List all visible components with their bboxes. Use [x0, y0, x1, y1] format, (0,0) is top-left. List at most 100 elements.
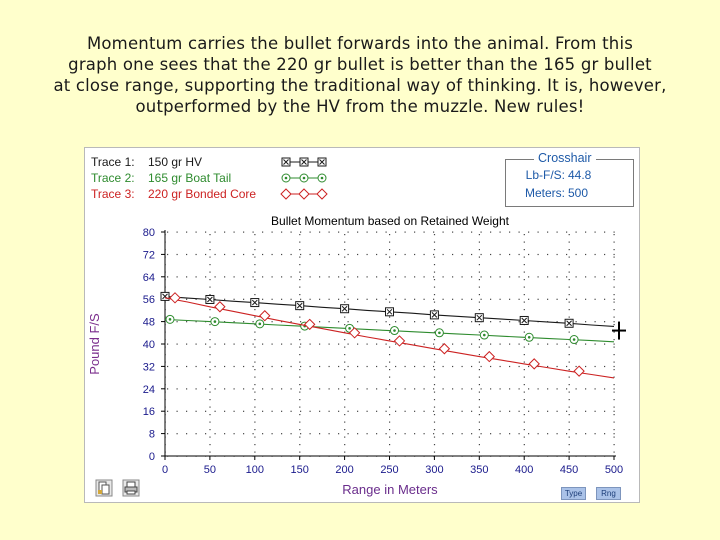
- grid-dot: [523, 286, 525, 288]
- grid-dot: [224, 298, 226, 300]
- grid-dot: [344, 354, 346, 356]
- grid-dot: [214, 231, 216, 233]
- grid-dot: [176, 231, 178, 233]
- grid-dot: [319, 276, 321, 278]
- print-button[interactable]: [122, 479, 140, 497]
- grid-dot: [568, 354, 570, 356]
- y-tick-label: 40: [143, 339, 155, 351]
- grid-dot: [613, 339, 615, 341]
- grid-dot: [568, 369, 570, 371]
- grid-dot: [290, 321, 292, 323]
- grid-dot: [300, 410, 302, 412]
- grid-dot: [271, 276, 273, 278]
- grid-dot: [209, 444, 211, 446]
- grid-dot: [461, 231, 463, 233]
- grid-dot: [309, 433, 311, 435]
- grid-dot: [568, 301, 570, 303]
- grid-dot: [309, 298, 311, 300]
- momentum-chart[interactable]: Bullet Momentum based on Retained Weight…: [85, 148, 639, 502]
- grid-dot: [471, 433, 473, 435]
- grid-dot: [433, 444, 436, 446]
- grid-dot: [344, 436, 346, 438]
- grid-dot: [347, 410, 349, 412]
- grid-dot: [452, 433, 454, 435]
- grid-dot: [338, 410, 340, 412]
- grid-dot: [243, 298, 245, 300]
- range-button[interactable]: Rng: [596, 487, 621, 500]
- grid-dot: [518, 433, 520, 435]
- grid-dot: [271, 365, 273, 368]
- grid-dot: [537, 253, 539, 256]
- grid-dot: [604, 298, 606, 300]
- grid-dot: [478, 429, 480, 431]
- grid-dot: [347, 231, 349, 233]
- grid-dot: [214, 253, 216, 256]
- grid-dot: [547, 388, 549, 390]
- crosshair-key: Meters:: [524, 186, 565, 200]
- grid-dot: [252, 433, 254, 435]
- grid-dot: [186, 231, 188, 233]
- grid-dot: [209, 264, 211, 266]
- grid-dot: [328, 231, 330, 233]
- grid-dot: [243, 365, 245, 368]
- grid-dot: [344, 316, 346, 318]
- grid-dot: [186, 321, 188, 323]
- grid-dot: [254, 414, 256, 416]
- y-tick-label: 32: [143, 361, 155, 373]
- grid-dot: [195, 388, 197, 390]
- grid-dot: [195, 298, 197, 300]
- series-marker: [280, 188, 292, 200]
- grid-dot: [224, 276, 226, 278]
- grid-dot: [423, 365, 425, 368]
- grid-dot: [568, 234, 570, 236]
- grid-dot: [585, 298, 587, 300]
- grid-dot: [613, 276, 615, 278]
- grid-dot: [613, 241, 615, 243]
- grid-dot: [414, 433, 416, 435]
- grid-dot: [523, 249, 525, 251]
- x-tick-label: 350: [470, 464, 488, 476]
- grid-dot: [404, 253, 406, 256]
- grid-dot: [518, 231, 520, 233]
- grid-dot: [613, 436, 615, 438]
- grid-dot: [613, 451, 615, 453]
- grid-dot: [300, 253, 302, 256]
- grid-dot: [566, 410, 568, 412]
- grid-dot: [205, 231, 207, 233]
- grid-dot: [344, 286, 346, 288]
- grid-dot: [389, 331, 391, 333]
- grid-dot: [452, 276, 454, 278]
- grid-dot: [290, 388, 292, 390]
- grid-dot: [224, 388, 226, 390]
- grid-dot: [233, 388, 235, 390]
- grid-dot: [537, 231, 539, 233]
- grid-dot: [556, 253, 558, 256]
- grid-dot: [262, 231, 264, 233]
- series-marker-cross: [566, 320, 572, 327]
- grid-dot: [404, 298, 406, 300]
- type-button[interactable]: Type: [561, 487, 586, 500]
- grid-dot: [214, 298, 216, 300]
- grid-dot: [389, 421, 391, 423]
- grid-dot: [613, 376, 615, 378]
- grid-dot: [423, 231, 425, 233]
- grid-dot: [604, 276, 606, 278]
- grid-dot: [478, 436, 480, 438]
- grid-dot: [309, 276, 311, 278]
- grid-dot: [471, 321, 473, 323]
- grid-dot: [478, 354, 480, 356]
- grid-dot: [568, 376, 570, 378]
- grid-dot: [594, 298, 596, 300]
- grid-dot: [613, 361, 615, 363]
- grid-dot: [309, 253, 311, 256]
- grid-dot: [471, 410, 473, 412]
- copy-button[interactable]: [95, 479, 113, 497]
- grid-dot: [376, 298, 378, 300]
- grid-dot: [442, 231, 444, 233]
- grid-dot: [338, 343, 340, 345]
- grid-dot: [254, 241, 256, 243]
- grid-dot: [319, 410, 321, 412]
- grid-dot: [186, 410, 188, 412]
- grid-dot: [319, 433, 321, 435]
- legend-sample-3: [280, 188, 328, 200]
